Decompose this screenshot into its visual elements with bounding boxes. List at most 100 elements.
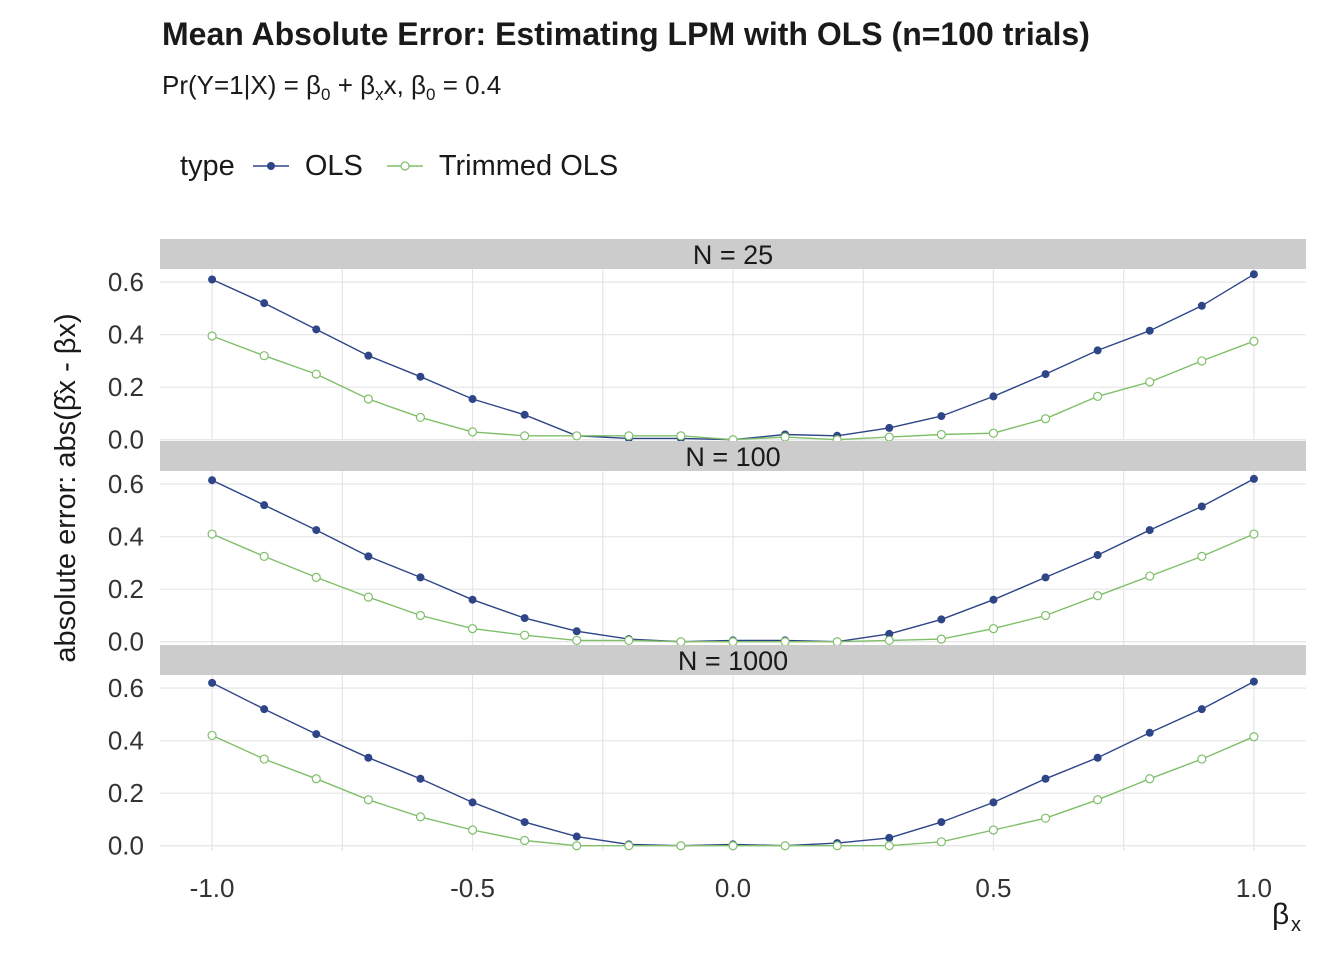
subtitle-suffix: = 0.4	[435, 70, 502, 100]
facet-panel: N = 1000 0.0 0.2 0.4 0.6	[108, 645, 1306, 861]
y-tick-label: 0.4	[108, 522, 144, 552]
data-point-ols	[937, 615, 946, 624]
x-tick-label: -1.0	[190, 873, 235, 903]
data-point-trimmed-ols	[1145, 571, 1155, 581]
data-point-ols	[885, 629, 894, 638]
data-point-ols	[1249, 270, 1258, 279]
data-point-ols	[208, 275, 217, 284]
data-point-ols	[520, 818, 529, 827]
data-point-ols	[416, 372, 425, 381]
data-point-ols	[364, 753, 373, 762]
data-point-ols	[1041, 370, 1050, 379]
data-point-ols	[1249, 474, 1258, 483]
data-point-ols	[989, 392, 998, 401]
y-tick-label: 0.6	[108, 673, 144, 703]
facet-panel: N = 25 0.0 0.2 0.4 0.6	[108, 239, 1306, 455]
subtitle-mid: x,	[383, 70, 412, 100]
data-point-trimmed-ols	[572, 635, 582, 646]
data-point-ols	[260, 501, 269, 510]
data-point-trimmed-ols	[207, 529, 217, 539]
data-point-ols	[520, 614, 529, 623]
data-point-trimmed-ols	[832, 841, 842, 851]
data-point-trimmed-ols	[624, 431, 634, 441]
data-point-trimmed-ols	[415, 812, 426, 822]
data-point-trimmed-ols	[624, 635, 634, 646]
data-point-ols	[312, 325, 321, 334]
data-point-trimmed-ols	[624, 841, 634, 851]
data-point-ols	[312, 526, 321, 535]
data-point-trimmed-ols	[467, 624, 478, 634]
data-point-trimmed-ols	[1145, 377, 1155, 387]
data-point-ols	[989, 798, 998, 807]
data-point-ols	[1197, 502, 1206, 511]
data-point-trimmed-ols	[1040, 610, 1051, 621]
x-tick-label: 0.5	[975, 873, 1011, 903]
data-point-ols	[520, 410, 529, 419]
data-point-trimmed-ols	[728, 841, 738, 851]
subtitle-sub-x: x	[375, 85, 384, 105]
data-point-ols	[416, 774, 425, 783]
legend-title: type	[180, 149, 235, 182]
x-tick-label: -0.5	[450, 873, 495, 903]
facet-strip-label: N = 1000	[678, 646, 788, 676]
y-tick-label: 0.0	[108, 425, 144, 455]
x-tick-label: 1.0	[1236, 873, 1272, 903]
data-point-ols	[1145, 728, 1154, 737]
data-point-ols	[937, 412, 946, 421]
data-point-ols	[1197, 705, 1206, 714]
y-tick-label: 0.0	[108, 831, 144, 861]
data-point-trimmed-ols	[884, 841, 894, 851]
data-point-trimmed-ols	[1249, 336, 1259, 346]
data-point-ols	[208, 476, 217, 485]
facet-strip	[160, 239, 1306, 269]
data-point-trimmed-ols	[311, 369, 321, 379]
legend-label-ols: OLS	[304, 149, 363, 182]
subtitle-sub-0b: 0	[426, 85, 436, 105]
y-tick-label: 0.0	[108, 627, 144, 657]
data-point-ols	[260, 705, 269, 714]
data-point-trimmed-ols	[780, 432, 790, 442]
legend-key-ols	[252, 162, 289, 170]
data-point-trimmed-ols	[259, 351, 269, 361]
data-point-ols	[572, 627, 581, 636]
data-point-ols	[364, 351, 373, 360]
data-point-trimmed-ols	[1040, 813, 1051, 823]
data-point-trimmed-ols	[1093, 795, 1103, 805]
data-point-trimmed-ols	[207, 331, 217, 341]
y-tick-label: 0.2	[108, 372, 144, 402]
subtitle-beta-0: β	[411, 70, 426, 100]
data-point-trimmed-ols	[728, 637, 738, 647]
data-point-ols	[937, 818, 946, 827]
data-point-trimmed-ols	[676, 841, 686, 851]
data-point-trimmed-ols	[415, 610, 426, 621]
data-point-ols	[468, 595, 477, 604]
data-point-trimmed-ols	[363, 795, 373, 805]
data-point-ols	[989, 595, 998, 604]
data-point-ols	[1093, 753, 1102, 762]
data-point-trimmed-ols	[1093, 591, 1103, 601]
data-point-trimmed-ols	[1040, 414, 1051, 424]
data-point-trimmed-ols	[467, 427, 478, 437]
data-point-trimmed-ols	[676, 431, 686, 441]
data-point-trimmed-ols	[311, 774, 321, 784]
legend-key-trimmed-ols	[386, 161, 423, 171]
data-point-trimmed-ols	[780, 637, 790, 647]
data-point-ols	[1041, 774, 1050, 783]
y-tick-label: 0.2	[108, 574, 144, 604]
data-point-trimmed-ols	[520, 835, 530, 846]
facet-panel: N = 100 0.0 0.2 0.4 0.6	[108, 441, 1306, 657]
data-point-trimmed-ols	[1197, 356, 1207, 366]
x-axis-label-sub: x	[1291, 914, 1301, 936]
data-point-trimmed-ols	[520, 630, 530, 640]
data-point-ols	[208, 678, 217, 687]
data-point-trimmed-ols	[988, 825, 999, 835]
data-point-trimmed-ols	[363, 394, 373, 404]
data-point-trimmed-ols	[207, 730, 217, 741]
x-axis-label: β x	[1272, 898, 1301, 936]
data-point-trimmed-ols	[936, 837, 946, 847]
data-point-ols	[260, 299, 269, 308]
data-point-trimmed-ols	[311, 572, 321, 582]
facet-strip-label: N = 100	[685, 442, 780, 472]
legend-label-trimmed-ols: Trimmed OLS	[438, 149, 619, 182]
